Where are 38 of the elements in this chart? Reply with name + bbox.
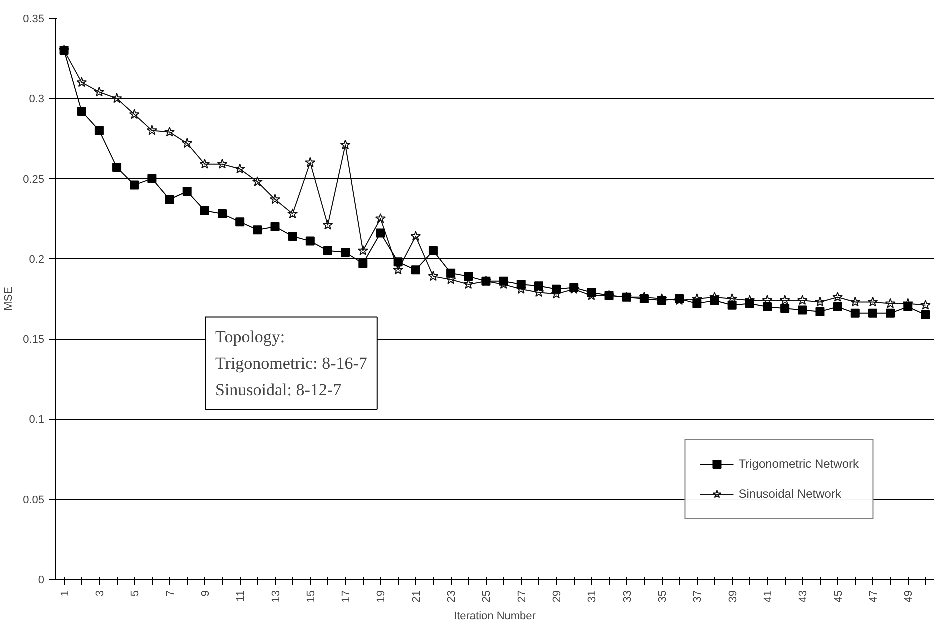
legend-label: Trigonometric Network <box>738 457 859 471</box>
x-tick-label: 39 <box>727 590 740 603</box>
y-tick-label: 0.3 <box>29 94 45 106</box>
y-tick-label: 0.25 <box>23 174 45 186</box>
x-tick-label: 33 <box>622 590 634 603</box>
x-tick-label: 25 <box>481 590 494 603</box>
x-tick-label: 47 <box>868 590 880 603</box>
x-tick-label: 41 <box>762 590 774 603</box>
x-tick-label: 7 <box>164 590 177 597</box>
y-tick-label: 0.2 <box>29 254 45 266</box>
x-tick-label: 1 <box>59 590 72 597</box>
legend-label: Sinusoidal Network <box>738 487 842 501</box>
x-tick-label: 45 <box>832 590 845 603</box>
x-tick-label: 43 <box>798 590 810 603</box>
y-tick-label: 0.35 <box>23 14 45 26</box>
x-tick-label: 5 <box>130 590 142 597</box>
x-tick-label: 35 <box>657 590 670 603</box>
x-tick-label: 15 <box>305 590 318 603</box>
x-tick-label: 49 <box>903 590 916 603</box>
x-tick-label: 27 <box>516 590 528 603</box>
annotation: Topology: Trigonometric: 8-16-7 Sinusoidal: 8-12-7 <box>216 327 368 400</box>
x-tick-label: 3 <box>94 590 106 597</box>
x-tick-label: 31 <box>586 590 599 603</box>
y-tick-label: 0 <box>38 574 45 586</box>
x-tick-label: 19 <box>376 590 388 603</box>
x-tick-label: 37 <box>692 590 704 603</box>
x-tick-label: 21 <box>410 590 423 603</box>
x-tick-label: 29 <box>552 590 564 603</box>
x-tick-label: 23 <box>446 590 458 603</box>
y-axis-title: MSE <box>3 287 16 311</box>
y-tick-label: 0.1 <box>29 414 45 426</box>
x-tick-label: 11 <box>235 590 248 602</box>
y-tick-label: 0.05 <box>23 494 45 506</box>
x-axis-title: Iteration Number <box>454 610 536 623</box>
x-tick-label: 17 <box>340 590 353 603</box>
y-tick-label: 0.15 <box>23 334 45 346</box>
x-tick-label: 9 <box>200 590 212 597</box>
x-tick-label: 13 <box>270 590 282 603</box>
